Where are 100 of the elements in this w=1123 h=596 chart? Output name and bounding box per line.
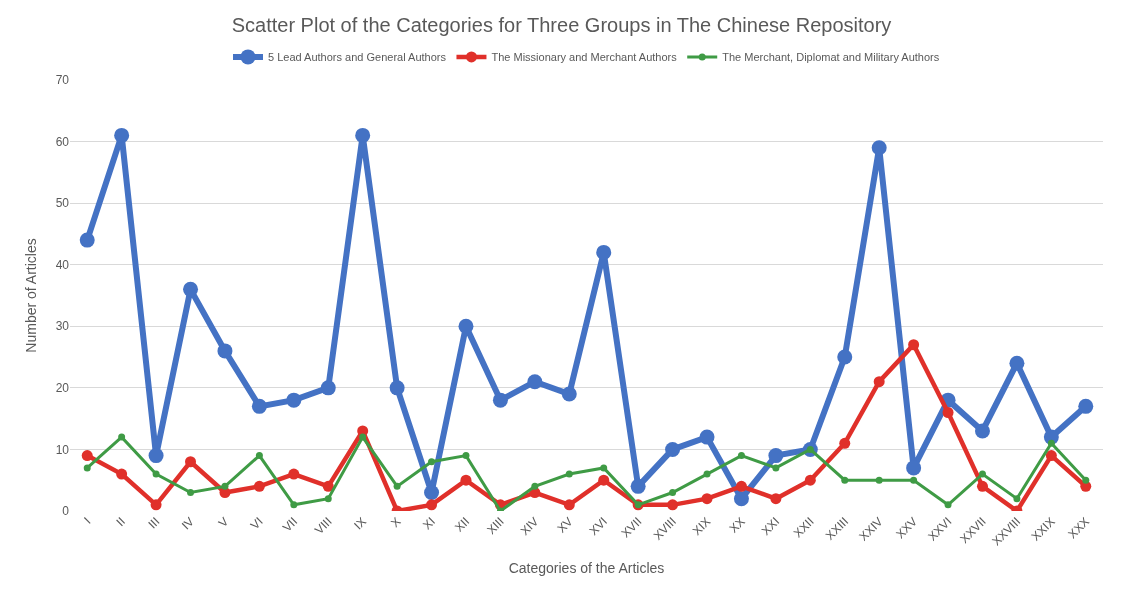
x-tick-label: XIX [689,514,714,539]
x-tick-label: XVI [586,514,611,539]
point [906,460,922,476]
point [217,343,233,359]
point [428,458,436,466]
point [286,392,302,408]
point [424,485,440,501]
x-tick-label: III [145,514,163,532]
point [1047,439,1055,447]
point [148,448,164,464]
point [185,456,197,468]
y-tick-label: 50 [55,196,70,211]
point [1082,476,1090,484]
x-tick-label: VIII [311,514,335,538]
point [83,464,91,472]
legend-label: 5 Lead Authors and General Authors [268,51,447,64]
x-tick-label: II [113,514,129,530]
point [1009,355,1025,371]
point [701,493,713,505]
point [804,474,816,486]
point [665,441,681,457]
x-tick-label: XII [452,514,473,535]
point [733,491,749,507]
point [600,464,608,472]
point [393,482,401,490]
point [669,489,677,497]
point [359,433,367,441]
point [183,281,199,297]
point [426,499,438,511]
point [974,423,990,439]
point [290,501,298,509]
point [976,480,988,492]
x-tick-label: XXI [758,514,783,539]
point [596,244,612,260]
x-tick-label: X [387,514,404,531]
x-tick-label: V [215,514,232,531]
x-axis-title: Categories of the Articles [508,559,665,576]
point [187,489,195,497]
point [324,495,332,503]
y-tick-label: 30 [55,319,70,334]
x-tick-label: IX [351,514,370,533]
point [978,470,986,478]
point [908,339,920,351]
point [1045,450,1057,462]
x-tick-label: I [81,514,94,527]
x-tick-label: VII [279,514,301,535]
y-tick-label: 20 [55,381,70,396]
x-tick-label: XIII [484,514,507,538]
point [768,448,784,464]
point [944,501,952,509]
point [79,232,95,248]
point [531,482,539,490]
point [837,349,853,365]
point [150,499,162,511]
point [81,450,93,462]
x-tick-label: XI [419,514,438,533]
y-tick-label: 40 [55,257,70,272]
point [875,476,883,484]
point [839,437,851,449]
point [699,429,715,445]
point [871,140,887,156]
legend-label: The Missionary and Merchant Authors [491,51,678,64]
x-tick-label: IV [178,514,197,533]
point [255,452,263,460]
point [322,480,334,492]
y-tick-label: 10 [55,442,70,457]
point [458,318,474,334]
y-tick-label: 70 [55,73,70,88]
point [737,452,745,460]
point [667,499,679,511]
point [116,468,128,480]
point [114,127,130,143]
point [565,470,573,478]
point [563,499,575,511]
point [253,480,265,492]
point [492,392,508,408]
legend-label: The Merchant, Diplomat and Military Authors [722,51,940,64]
y-tick-label: 0 [62,504,70,519]
point [251,398,267,414]
point [841,476,849,484]
x-tick-label: XX [726,514,748,536]
point [942,406,954,418]
point [288,468,300,480]
point [561,386,577,402]
x-tick-label: VI [247,514,266,533]
point [772,464,780,472]
y-axis-title: Number of Articles [23,238,40,353]
point [152,470,160,478]
point [873,376,885,388]
y-tick-label: 60 [55,134,70,149]
point [320,380,336,396]
point [460,474,472,486]
point [389,380,405,396]
point [527,374,543,390]
point [703,470,711,478]
point [910,476,918,484]
point [118,433,126,441]
chart-title: Scatter Plot of the Categories for Three Groups in The Chinese Repository [231,13,892,36]
point [1078,398,1094,414]
point [598,474,610,486]
